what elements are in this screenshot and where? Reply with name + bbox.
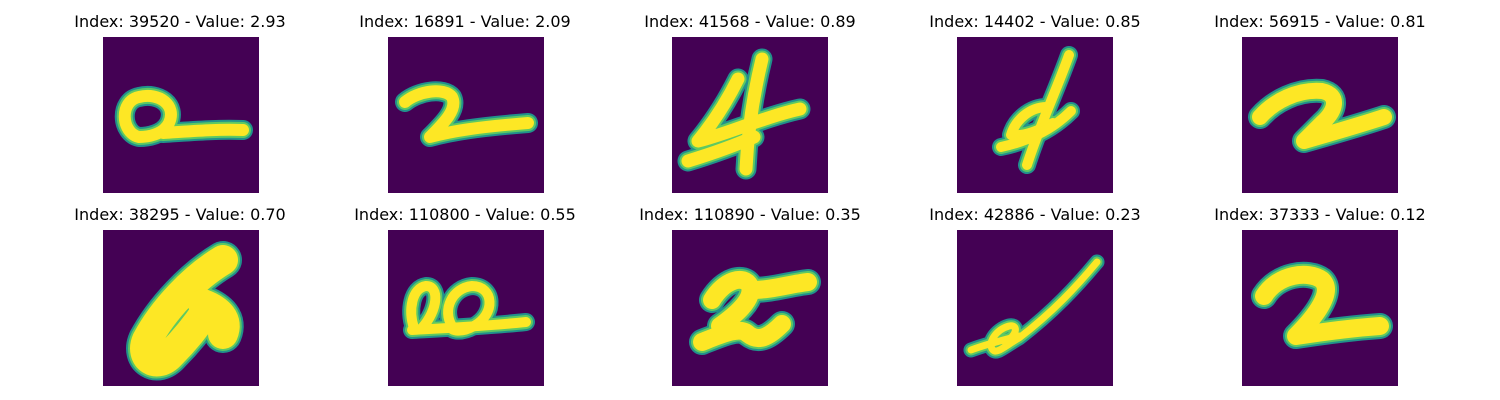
stroke-core <box>681 130 761 168</box>
digit-image <box>388 37 544 193</box>
panel-title: Index: 39520 - Value: 2.93 <box>74 12 286 31</box>
digit-image <box>672 37 828 193</box>
stroke-core <box>996 106 1076 152</box>
stroke-core <box>693 315 791 351</box>
stroke-core <box>407 317 531 335</box>
digit-raster <box>388 37 544 193</box>
digit-raster <box>103 37 259 193</box>
stroke-core <box>1252 82 1392 149</box>
digit-image <box>672 230 828 386</box>
panel-title: Index: 110890 - Value: 0.35 <box>639 205 861 224</box>
digit-raster <box>1242 37 1398 193</box>
digit-image <box>957 230 1113 386</box>
stroke-core <box>399 85 534 143</box>
digit-image <box>388 230 544 386</box>
digit-raster <box>957 37 1113 193</box>
stroke-core <box>691 72 807 148</box>
stroke-core <box>743 273 817 299</box>
digit-raster <box>388 230 544 386</box>
stroke-core <box>188 289 240 349</box>
digit-image <box>1242 37 1398 193</box>
digit-image <box>1242 230 1398 386</box>
stroke-core <box>406 281 441 333</box>
digit-raster <box>672 230 828 386</box>
stroke-core <box>1255 265 1389 345</box>
panel-title: Index: 14402 - Value: 0.85 <box>929 12 1141 31</box>
digit-image <box>103 37 259 193</box>
digit-raster <box>672 37 828 193</box>
stroke-core <box>118 89 177 143</box>
stroke-core <box>987 258 1101 355</box>
panel-title: Index: 41568 - Value: 0.89 <box>644 12 856 31</box>
digit-raster <box>103 230 259 386</box>
digit-image <box>103 230 259 386</box>
panel-title: Index: 42886 - Value: 0.23 <box>929 205 1141 224</box>
panel-title: Index: 110800 - Value: 0.55 <box>354 205 576 224</box>
stroke-core <box>130 245 238 377</box>
panel-title: Index: 56915 - Value: 0.81 <box>1214 12 1426 31</box>
stroke-core <box>967 332 1023 354</box>
image-background <box>957 230 1113 386</box>
digit-raster <box>957 230 1113 386</box>
digit-image <box>957 37 1113 193</box>
stroke-core <box>157 123 249 139</box>
panel-title: Index: 16891 - Value: 2.09 <box>359 12 571 31</box>
panel-title: Index: 37333 - Value: 0.12 <box>1214 205 1426 224</box>
stroke-core <box>739 52 769 176</box>
panel-title: Index: 38295 - Value: 0.70 <box>74 205 286 224</box>
digit-raster <box>1242 230 1398 386</box>
